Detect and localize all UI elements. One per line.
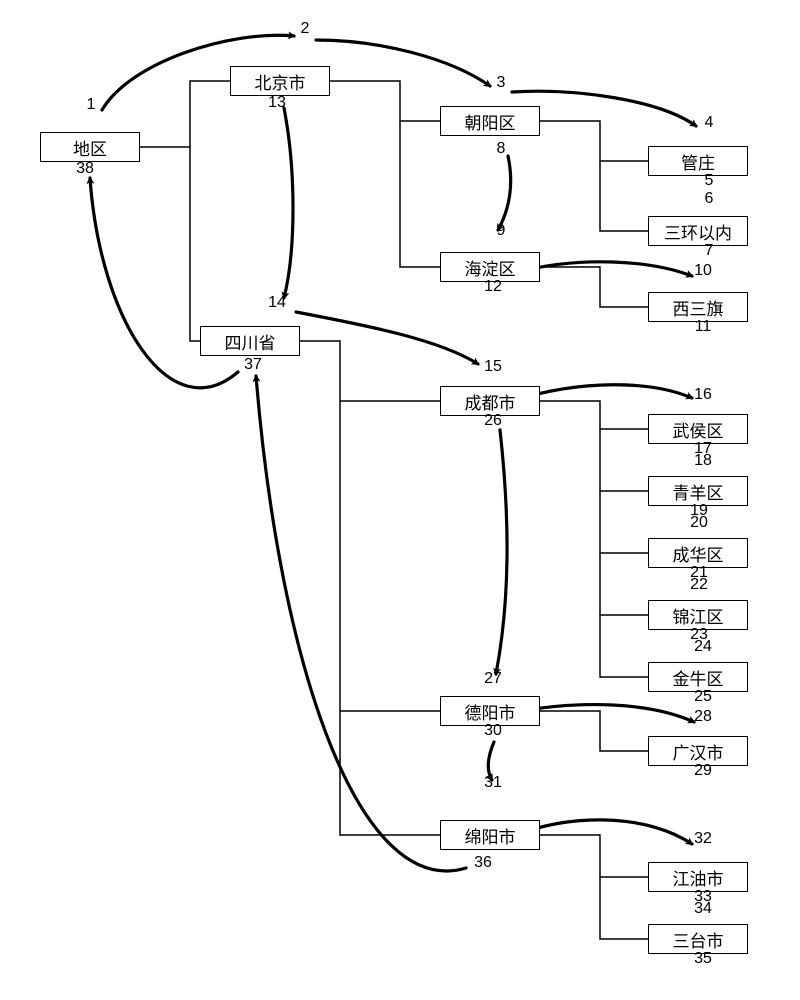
step-number: 38 — [70, 160, 100, 178]
tree-connector — [340, 401, 440, 711]
tree-connector — [190, 147, 200, 341]
tree-connector — [540, 835, 648, 877]
step-number: 37 — [238, 356, 268, 374]
step-number: 13 — [262, 94, 292, 112]
step-number: 5 — [694, 172, 724, 190]
step-number: 4 — [694, 114, 724, 132]
step-number: 3 — [486, 74, 516, 92]
flow-arrow — [316, 40, 490, 86]
tree-connector — [600, 491, 648, 553]
tree-connector — [600, 161, 648, 231]
tree-connector — [540, 267, 648, 307]
step-number: 10 — [688, 262, 718, 280]
step-number: 18 — [688, 452, 718, 470]
step-number: 14 — [262, 294, 292, 312]
step-number: 27 — [478, 670, 508, 688]
step-number: 9 — [486, 222, 516, 240]
flow-arrow — [256, 376, 466, 871]
flow-arrow — [516, 705, 694, 722]
step-number: 6 — [694, 190, 724, 208]
tree-connector — [600, 553, 648, 615]
node-mianyang: 绵阳市 — [440, 820, 540, 850]
tree-connector — [540, 121, 648, 161]
flow-arrow — [296, 312, 478, 364]
step-number: 31 — [478, 774, 508, 792]
node-chaoyang: 朝阳区 — [440, 106, 540, 136]
node-beijing: 北京市 — [230, 66, 330, 96]
flow-arrow — [284, 108, 293, 298]
tree-connector — [340, 711, 440, 835]
tree-connector — [300, 341, 440, 401]
tree-connector — [540, 711, 648, 751]
step-number: 2 — [290, 20, 320, 38]
step-number: 1 — [76, 96, 106, 114]
step-number: 28 — [688, 708, 718, 726]
tree-connector — [600, 429, 648, 491]
tree-connector — [330, 81, 440, 121]
tree-connector — [400, 121, 440, 267]
step-number: 12 — [478, 278, 508, 296]
step-number: 34 — [688, 900, 718, 918]
step-number: 20 — [684, 514, 714, 532]
step-number: 36 — [468, 854, 498, 872]
tree-connector — [600, 877, 648, 939]
tree-connector — [600, 615, 648, 677]
flow-arrow — [496, 430, 507, 674]
tree-connector — [540, 401, 648, 429]
step-number: 7 — [694, 242, 724, 260]
node-region: 地区 — [40, 132, 140, 162]
step-number: 26 — [478, 412, 508, 430]
node-sichuan: 四川省 — [200, 326, 300, 356]
step-number: 25 — [688, 688, 718, 706]
step-number: 11 — [688, 318, 718, 336]
step-number: 16 — [688, 386, 718, 404]
step-number: 35 — [688, 950, 718, 968]
step-number: 24 — [688, 638, 718, 656]
tree-connector — [140, 81, 230, 147]
step-number: 30 — [478, 722, 508, 740]
flow-arrow — [516, 385, 692, 400]
flow-arrow — [90, 178, 238, 388]
step-number: 22 — [684, 576, 714, 594]
diagram-stage: 地区北京市四川省朝阳区海淀区管庄三环以内西三旗成都市德阳市绵阳市武侯区青羊区成华… — [0, 0, 800, 1000]
step-number: 29 — [688, 762, 718, 780]
flow-arrow — [518, 262, 692, 276]
step-number: 15 — [478, 358, 508, 376]
flow-arrow — [518, 820, 692, 844]
flow-arrow — [498, 156, 511, 230]
step-number: 8 — [486, 140, 516, 158]
step-number: 32 — [688, 830, 718, 848]
